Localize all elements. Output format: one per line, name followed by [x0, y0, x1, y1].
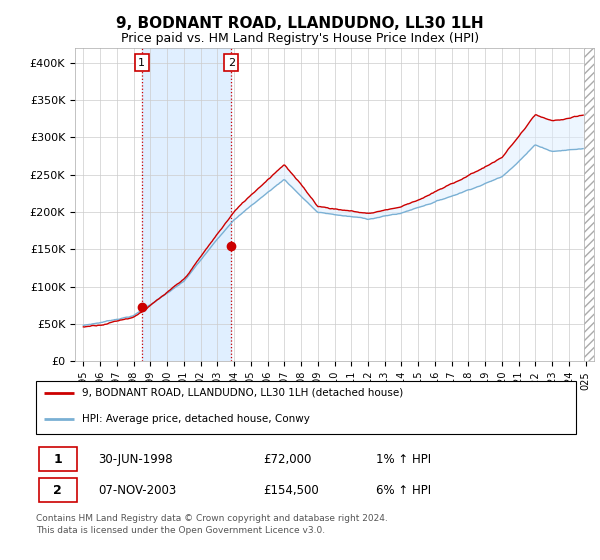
- Text: 2: 2: [53, 483, 62, 497]
- Bar: [142, 48, 232, 361]
- Text: 2: 2: [228, 58, 235, 68]
- Bar: [584, 48, 594, 361]
- Text: HPI: Average price, detached house, Conwy: HPI: Average price, detached house, Conw…: [82, 414, 310, 424]
- Text: Price paid vs. HM Land Registry's House Price Index (HPI): Price paid vs. HM Land Registry's House …: [121, 32, 479, 45]
- Text: 30-JUN-1998: 30-JUN-1998: [98, 452, 173, 466]
- Text: 1: 1: [53, 452, 62, 466]
- FancyBboxPatch shape: [39, 447, 77, 472]
- Text: 1: 1: [139, 58, 145, 68]
- Text: 6% ↑ HPI: 6% ↑ HPI: [376, 483, 431, 497]
- Text: 9, BODNANT ROAD, LLANDUDNO, LL30 1LH (detached house): 9, BODNANT ROAD, LLANDUDNO, LL30 1LH (de…: [82, 388, 403, 398]
- Text: 9, BODNANT ROAD, LLANDUDNO, LL30 1LH: 9, BODNANT ROAD, LLANDUDNO, LL30 1LH: [116, 16, 484, 31]
- Text: £154,500: £154,500: [263, 483, 319, 497]
- Text: Contains HM Land Registry data © Crown copyright and database right 2024.
This d: Contains HM Land Registry data © Crown c…: [36, 514, 388, 535]
- Text: £72,000: £72,000: [263, 452, 311, 466]
- Text: 1% ↑ HPI: 1% ↑ HPI: [376, 452, 431, 466]
- FancyBboxPatch shape: [39, 478, 77, 502]
- Text: 07-NOV-2003: 07-NOV-2003: [98, 483, 176, 497]
